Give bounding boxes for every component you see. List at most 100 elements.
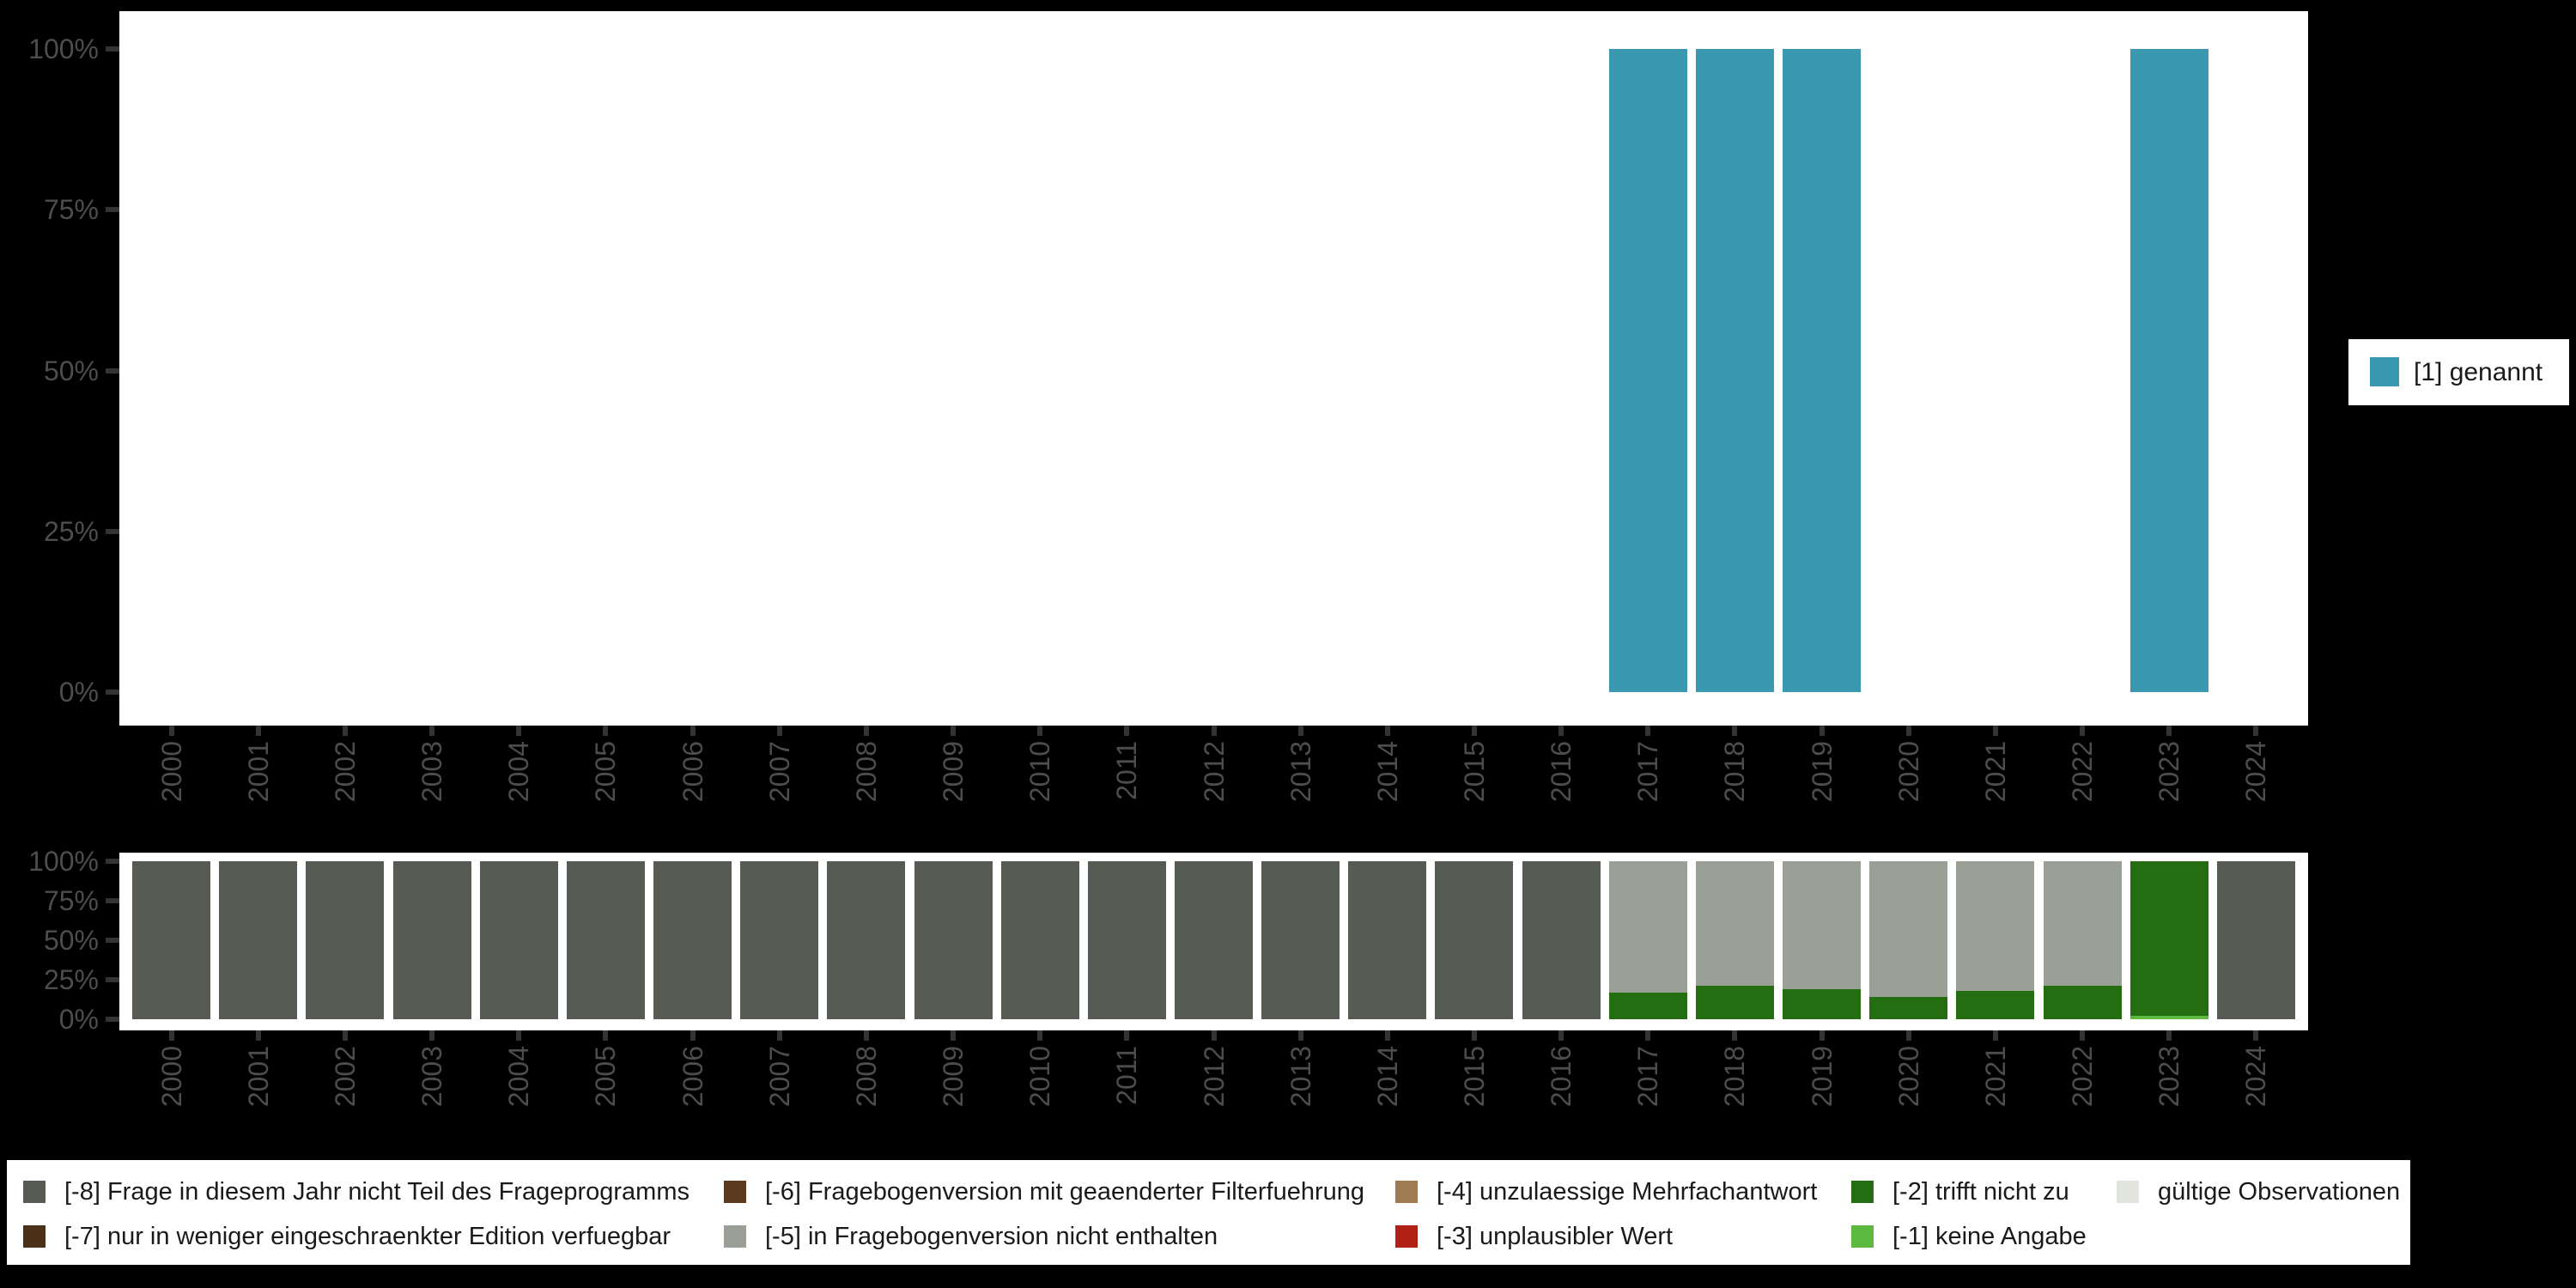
x-axis-label-2022: 2022 [2067, 741, 2098, 803]
x-tick [1384, 1030, 1390, 1041]
bar-segment-2023 [2129, 861, 2208, 1017]
legend-item: [-8] Frage in diesem Jahr nicht Teil des… [23, 1178, 690, 1206]
legend-swatch-icon [1851, 1181, 1874, 1203]
y-tick [106, 977, 119, 982]
y-axis-label-100%: 100% [28, 33, 99, 64]
y-tick [106, 690, 119, 695]
x-tick [1297, 726, 1303, 736]
bar-segment-2016 [1522, 861, 1601, 1019]
x-tick [776, 726, 782, 736]
bar-segment-2014 [1348, 861, 1427, 1019]
x-axis-label-2024: 2024 [2240, 1046, 2272, 1108]
x-tick [2166, 726, 2172, 736]
y-axis-label-0%: 0% [58, 677, 99, 708]
top-chart-plot-area [119, 11, 2308, 726]
legend-item-label: [-2] trifft nicht zu [1893, 1178, 2069, 1206]
x-axis-label-2016: 2016 [1546, 1046, 1577, 1108]
bar-segment-2020 [1869, 997, 1948, 1019]
x-tick [1471, 1030, 1477, 1041]
x-axis-label-2007: 2007 [763, 741, 795, 803]
x-axis-label-2011: 2011 [1111, 1046, 1143, 1105]
legend-item-label: [-8] Frage in diesem Jahr nicht Teil des… [64, 1178, 690, 1206]
x-tick [1211, 1030, 1217, 1041]
missing-codes-legend: [-8] Frage in diesem Jahr nicht Teil des… [7, 1160, 2410, 1265]
x-axis-label-2001: 2001 [242, 1046, 274, 1108]
x-axis-label-2008: 2008 [850, 741, 882, 803]
bar-segment-2018 [1695, 861, 1774, 987]
bar-segment-2017 [1608, 992, 1687, 1019]
x-axis-label-2014: 2014 [1371, 741, 1403, 803]
x-tick [516, 1030, 522, 1041]
x-tick [255, 726, 261, 736]
x-axis-label-2015: 2015 [1458, 741, 1490, 803]
x-tick [1471, 726, 1477, 736]
legend-item-label: gültige Observationen [2158, 1178, 2401, 1206]
legend-swatch-genannt-icon [2370, 357, 2399, 386]
y-axis-label-0%: 0% [58, 1004, 99, 1035]
legend-item: [-6] Fragebogenversion mit geaenderter F… [724, 1180, 1364, 1205]
y-axis-label-75%: 75% [43, 885, 99, 916]
x-tick [1558, 1030, 1564, 1041]
x-tick [1037, 726, 1043, 736]
bar-segment-2004 [479, 861, 558, 1019]
x-axis-label-2013: 2013 [1285, 1046, 1316, 1108]
x-tick [1645, 1030, 1651, 1041]
x-axis-label-2021: 2021 [1979, 1046, 2011, 1108]
x-tick [690, 1030, 696, 1041]
legend-item: [-3] unplausibler Wert [1395, 1224, 1673, 1249]
x-tick [2080, 726, 2085, 736]
legend-swatch-icon [1395, 1181, 1418, 1203]
x-axis-label-2006: 2006 [677, 741, 708, 803]
y-axis-label-25%: 25% [43, 964, 99, 995]
x-tick [1558, 726, 1564, 736]
bar-segment-2019 [1783, 861, 1862, 990]
x-axis-label-2018: 2018 [1719, 741, 1751, 803]
y-tick [106, 859, 119, 864]
x-tick [690, 726, 696, 736]
x-tick [1384, 726, 1390, 736]
x-tick [1819, 1030, 1825, 1041]
bar-2017 [1608, 49, 1687, 692]
x-axis-label-2020: 2020 [1893, 1046, 1924, 1108]
x-axis-label-2000: 2000 [155, 741, 187, 803]
legend-item: [-7] nur in weniger eingeschraenkter Edi… [23, 1224, 671, 1249]
x-tick [168, 726, 174, 736]
x-tick [429, 726, 435, 736]
legend-label-genannt: [1] genannt [2414, 357, 2543, 386]
x-axis-label-2009: 2009 [938, 1046, 969, 1108]
legend-item: [-5] in Fragebogenversion nicht enthalte… [724, 1224, 1218, 1249]
x-axis-label-2004: 2004 [503, 1046, 535, 1108]
x-tick [1992, 1030, 1998, 1041]
x-tick [603, 726, 609, 736]
y-axis-label-50%: 50% [43, 355, 99, 386]
bar-segment-2018 [1695, 986, 1774, 1019]
bar-2023 [2129, 49, 2208, 692]
x-axis-label-2012: 2012 [1198, 741, 1230, 803]
top-chart-legend: [1] genannt [2348, 339, 2569, 405]
legend-swatch-icon [724, 1225, 746, 1248]
bar-segment-2009 [914, 861, 993, 1019]
x-tick [429, 1030, 435, 1041]
bar-segment-2022 [2043, 861, 2122, 987]
x-tick [1124, 1030, 1130, 1041]
x-tick [255, 1030, 261, 1041]
bar-segment-2020 [1869, 861, 1948, 998]
x-tick [863, 726, 869, 736]
x-axis-label-2022: 2022 [2067, 1046, 2098, 1108]
x-axis-label-2009: 2009 [938, 741, 969, 803]
bar-segment-2005 [566, 861, 645, 1019]
x-axis-label-2020: 2020 [1893, 741, 1924, 803]
bar-segment-2022 [2043, 986, 2122, 1019]
bar-segment-2002 [306, 861, 385, 1019]
bar-segment-2012 [1175, 861, 1253, 1019]
x-tick [1819, 726, 1825, 736]
legend-swatch-icon [724, 1181, 746, 1203]
x-axis-label-2006: 2006 [677, 1046, 708, 1108]
x-axis-label-2019: 2019 [1806, 741, 1838, 803]
bar-segment-2015 [1435, 861, 1514, 1019]
x-axis-label-2012: 2012 [1198, 1046, 1230, 1108]
bar-segment-2013 [1261, 861, 1340, 1019]
legend-item: [-4] unzulaessige Mehrfachantwort [1395, 1180, 1817, 1205]
x-tick [342, 1030, 348, 1041]
x-tick [2080, 1030, 2085, 1041]
